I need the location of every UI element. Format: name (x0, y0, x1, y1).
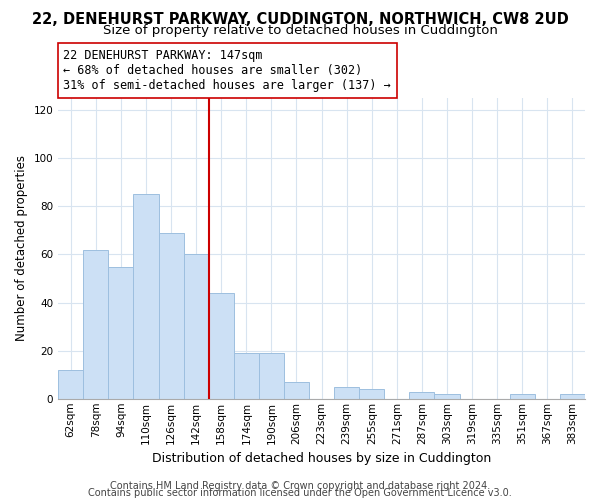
Text: 22 DENEHURST PARKWAY: 147sqm
← 68% of detached houses are smaller (302)
31% of s: 22 DENEHURST PARKWAY: 147sqm ← 68% of de… (64, 49, 391, 92)
Bar (259, 353, 284, 399)
Bar (58, 370, 83, 399)
Bar (434, 394, 460, 399)
Bar (234, 353, 259, 399)
Bar (284, 382, 309, 399)
Bar (209, 293, 234, 399)
Bar (510, 394, 535, 399)
Text: Contains HM Land Registry data © Crown copyright and database right 2024.: Contains HM Land Registry data © Crown c… (110, 481, 490, 491)
Text: 22, DENEHURST PARKWAY, CUDDINGTON, NORTHWICH, CW8 2UD: 22, DENEHURST PARKWAY, CUDDINGTON, NORTH… (32, 12, 568, 28)
Bar (109, 266, 133, 399)
Bar (83, 250, 109, 399)
Bar (359, 389, 385, 399)
Bar (184, 254, 209, 399)
Y-axis label: Number of detached properties: Number of detached properties (15, 156, 28, 342)
Bar (409, 392, 434, 399)
Text: Size of property relative to detached houses in Cuddington: Size of property relative to detached ho… (103, 24, 497, 37)
Bar (158, 233, 184, 399)
Text: Contains public sector information licensed under the Open Government Licence v3: Contains public sector information licen… (88, 488, 512, 498)
Bar (560, 394, 585, 399)
Bar (334, 386, 359, 399)
X-axis label: Distribution of detached houses by size in Cuddington: Distribution of detached houses by size … (152, 452, 491, 465)
Bar (133, 194, 158, 399)
